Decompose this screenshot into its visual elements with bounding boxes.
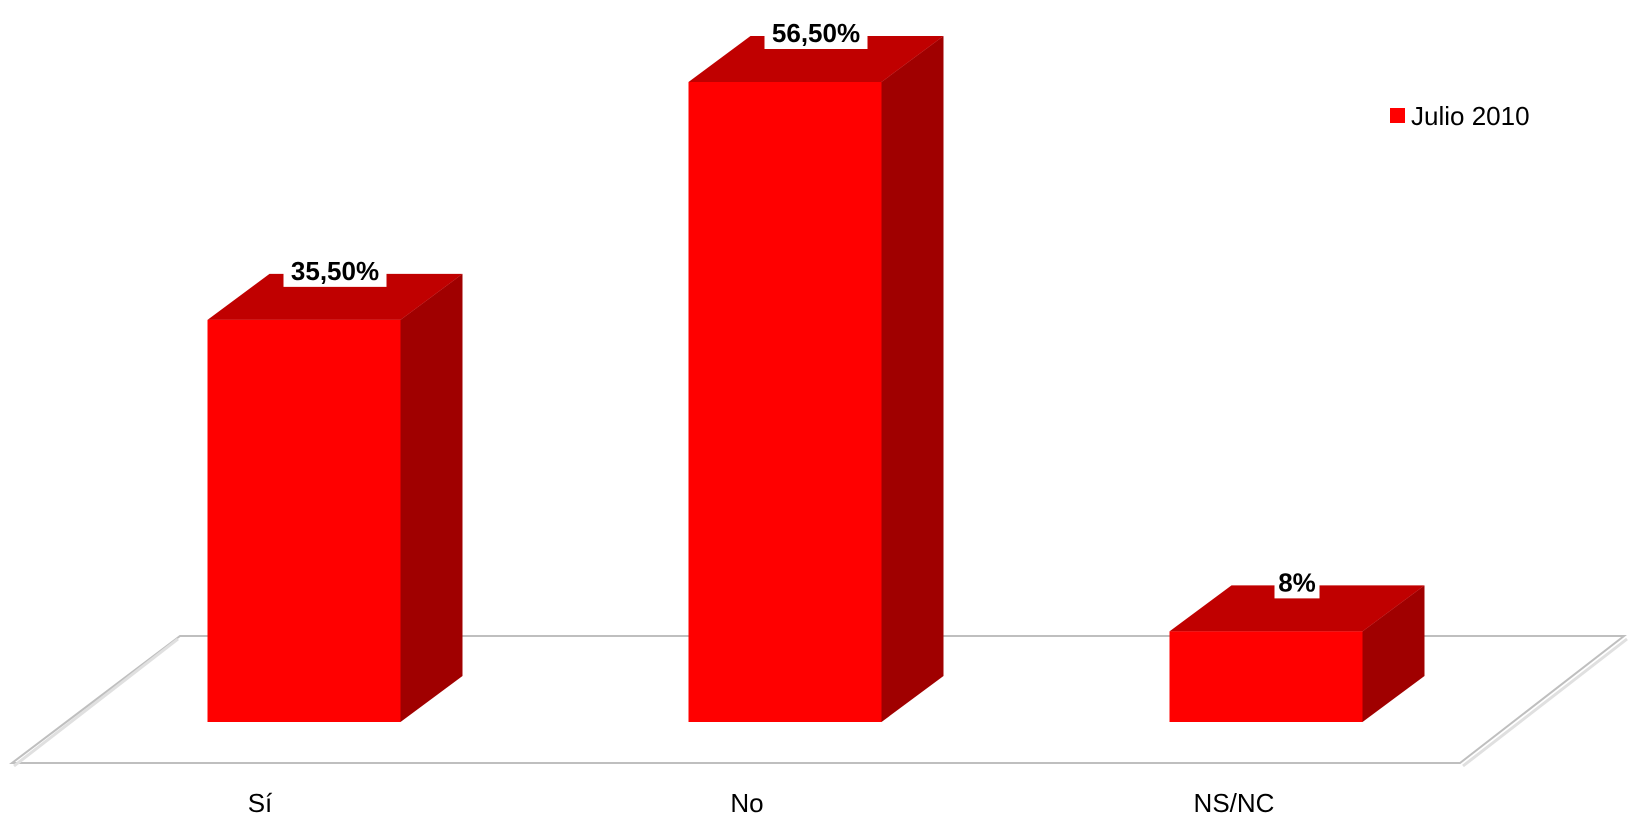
data-label-box [764,15,868,49]
bar-front-face [688,82,882,722]
bar-side-face [400,273,463,722]
data-label-text: 35,50% [291,256,379,286]
bar-top-face [207,273,463,320]
bar-top-face [688,36,944,82]
floor-shadow-right [1462,637,1628,768]
bar-side-face [1362,585,1425,722]
data-label: 56,50% [764,15,868,49]
data-label: 35,50% [283,252,387,287]
data-label-text: 8% [1278,567,1316,597]
bar-ns-nc [1169,585,1425,722]
chart-category-labels: Sí No NS/NC [248,788,1275,818]
data-label-box [1274,564,1320,599]
floor-shadow-left [13,637,179,768]
category-label: NS/NC [1194,788,1275,818]
category-label: No [730,788,763,818]
category-label: Sí [248,788,273,818]
bar-front-face [1169,631,1363,722]
data-label-text: 56,50% [772,18,860,48]
chart-legend: Julio 2010 [1390,101,1530,131]
legend-label: Julio 2010 [1411,101,1530,131]
legend-swatch [1390,108,1405,123]
bar-top-face [1169,585,1425,632]
bar-front-face [207,319,401,722]
bar-s- [207,273,463,722]
data-label: 8% [1274,564,1320,599]
chart-data-labels: 35,50% 56,50% 8% [283,15,1320,599]
chart-bars [207,36,1425,722]
data-label-box [283,252,387,287]
bar-side-face [881,36,944,722]
bar-no [688,36,944,722]
